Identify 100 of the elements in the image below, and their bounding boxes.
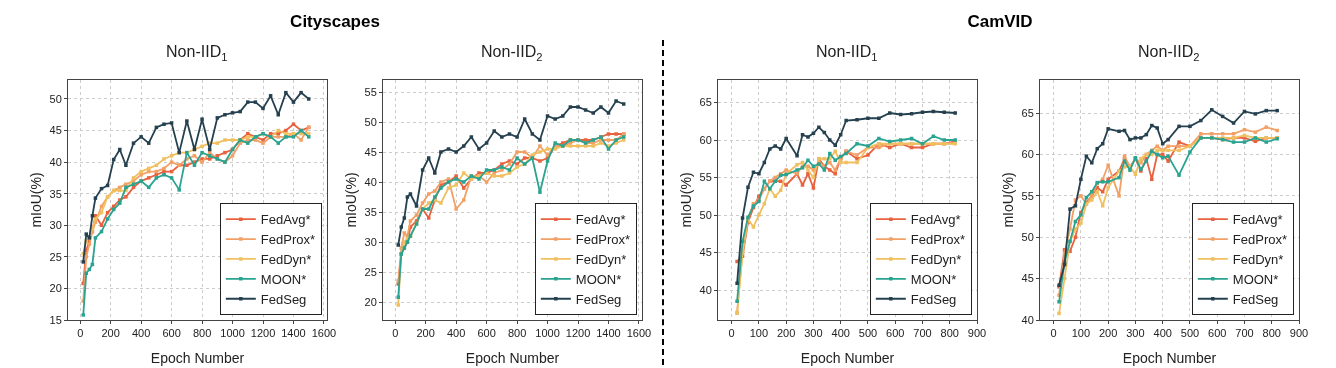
- y-tick-label: 20: [49, 282, 62, 295]
- x-tick-label: 600: [477, 327, 496, 340]
- x-tick-label: 200: [1098, 327, 1118, 340]
- x-tick-label: 500: [858, 327, 878, 340]
- x-tick-label: 600: [162, 327, 181, 340]
- y-tick-label: 65: [1021, 106, 1034, 119]
- y-axis-title: mIoU(%): [678, 172, 695, 228]
- x-tick-label: 800: [940, 327, 959, 340]
- x-tick-label: 300: [1126, 327, 1145, 340]
- legend-label: FedSeg: [575, 291, 622, 307]
- x-tick-label: 100: [749, 327, 769, 340]
- x-tick-label: 700: [913, 327, 932, 340]
- y-tick-label: 30: [364, 235, 377, 248]
- x-tick-label: 1600: [311, 327, 337, 340]
- legend-label: FedAvg*: [260, 212, 311, 228]
- x-tick-label: 400: [1153, 327, 1172, 340]
- legend-label: FedDyn*: [1232, 252, 1284, 268]
- x-tick-label: 400: [831, 327, 850, 340]
- x-tick-label: 800: [507, 327, 527, 340]
- y-tick-label: 65: [699, 96, 712, 109]
- y-tick-label: 55: [364, 85, 377, 98]
- x-axis-title: Epoch Number: [465, 350, 560, 366]
- y-tick-label: 25: [49, 250, 62, 263]
- y-tick-label: 50: [49, 92, 62, 105]
- x-tick-label: 1400: [596, 327, 621, 340]
- y-tick-label: 50: [1021, 231, 1034, 244]
- legend-label: FedAvg*: [910, 212, 961, 228]
- y-tick-label: 30: [49, 219, 62, 232]
- x-tick-label: 900: [1289, 327, 1309, 340]
- legend-label: FedSeg: [910, 291, 957, 307]
- x-tick-label: 900: [967, 327, 987, 340]
- text: CamVID: [966, 12, 1034, 32]
- legend-label: FedProx*: [1232, 232, 1288, 248]
- y-tick-label: 15: [49, 313, 62, 326]
- chart-title: Non-IID$_{1}$: [816, 43, 878, 63]
- y-tick-label: 25: [364, 265, 377, 278]
- x-axis-title: Epoch Number: [800, 350, 895, 366]
- legend-label: FedAvg*: [1232, 212, 1283, 228]
- x-tick-label: 500: [1180, 327, 1200, 340]
- chart-title: Non-IID$_{2}$: [481, 43, 543, 63]
- y-tick-label: 55: [699, 171, 712, 184]
- x-tick-label: 100: [1071, 327, 1091, 340]
- x-tick-label: 0: [728, 327, 735, 340]
- legend-label: MOON*: [1232, 271, 1279, 287]
- x-tick-label: 300: [804, 327, 823, 340]
- y-tick-label: 40: [364, 175, 377, 188]
- x-tick-label: 800: [192, 327, 212, 340]
- x-tick-label: 1400: [281, 327, 306, 340]
- chart-title: Non-IID$_{1}$: [166, 43, 228, 63]
- legend-label: FedAvg*: [575, 212, 626, 228]
- x-tick-label: 1200: [565, 327, 591, 340]
- y-tick-label: 50: [699, 208, 712, 221]
- y-tick-label: 45: [699, 246, 712, 259]
- y-tick-label: 40: [1021, 313, 1034, 326]
- legend-label: FedProx*: [575, 232, 631, 248]
- y-axis-title: mIoU(%): [1000, 172, 1017, 228]
- x-tick-label: 1600: [626, 327, 652, 340]
- x-tick-label: 800: [1262, 327, 1281, 340]
- x-tick-label: 200: [416, 327, 435, 340]
- y-tick-label: 60: [699, 133, 712, 146]
- x-tick-label: 600: [886, 327, 905, 340]
- legend-label: FedProx*: [910, 232, 966, 248]
- chart-title: Non-IID$_{2}$: [1138, 43, 1200, 63]
- y-tick-label: 45: [364, 145, 377, 158]
- legend-label: FedDyn*: [910, 252, 962, 268]
- y-tick-label: 35: [49, 187, 62, 200]
- y-tick-label: 35: [364, 205, 377, 218]
- x-tick-label: 400: [446, 327, 466, 340]
- y-tick-label: 60: [1021, 148, 1034, 161]
- x-axis-title: Epoch Number: [150, 350, 245, 366]
- x-tick-label: 1200: [250, 327, 276, 340]
- legend-label: FedDyn*: [260, 252, 312, 268]
- y-tick-label: 55: [1021, 189, 1034, 202]
- y-axis-title: mIoU(%): [28, 172, 45, 228]
- y-tick-label: 50: [364, 115, 377, 128]
- x-tick-label: 0: [77, 327, 84, 340]
- legend-label: MOON*: [575, 271, 622, 287]
- legend-label: FedSeg: [260, 291, 307, 307]
- y-tick-label: 40: [699, 283, 712, 296]
- x-tick-label: 0: [392, 327, 399, 340]
- y-tick-label: 20: [364, 295, 377, 308]
- y-tick-label: 45: [49, 124, 62, 137]
- x-tick-label: 200: [776, 327, 796, 340]
- legend-label: MOON*: [260, 271, 307, 287]
- x-tick-label: 400: [131, 327, 151, 340]
- y-tick-label: 40: [49, 155, 62, 168]
- x-tick-label: 1000: [535, 327, 560, 340]
- x-tick-label: 200: [101, 327, 120, 340]
- x-tick-label: 700: [1235, 327, 1254, 340]
- y-axis-title: mIoU(%): [343, 172, 360, 228]
- x-tick-label: 0: [1050, 327, 1057, 340]
- x-axis-title: Epoch Number: [1122, 350, 1217, 366]
- x-tick-label: 1000: [220, 327, 245, 340]
- y-tick-label: 45: [1021, 272, 1034, 285]
- legend-label: FedSeg: [1232, 291, 1279, 307]
- x-tick-label: 600: [1208, 327, 1227, 340]
- legend-label: FedDyn*: [575, 252, 627, 268]
- text: Cityscapes: [289, 12, 381, 32]
- legend-label: FedProx*: [260, 232, 316, 248]
- legend-label: MOON*: [910, 271, 957, 287]
